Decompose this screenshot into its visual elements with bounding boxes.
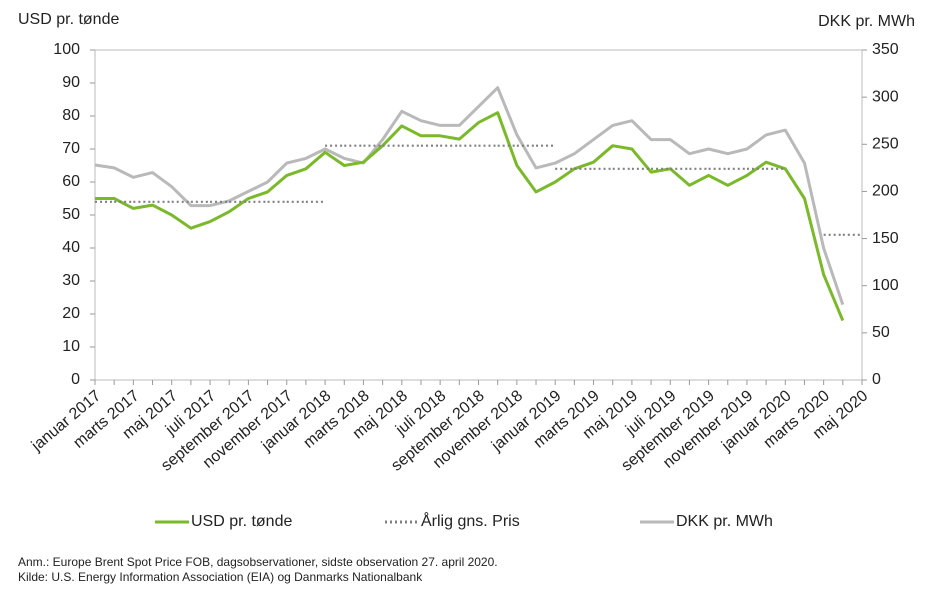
legend-label: USD pr. tønde [191,513,292,530]
y-tick-label: 70 [62,140,80,157]
series-line [94,86,845,306]
y2-axis-label: DKK pr. MWh [818,13,915,30]
legend-label: DKK pr. MWh [676,513,773,530]
y-tick-label: 10 [62,338,80,355]
y2-tick-label: 100 [872,277,899,294]
y2-tick-label: 300 [872,88,899,105]
y2-tick-label: 50 [872,324,890,341]
legend-label: Årlig gns. Pris [421,511,520,530]
y-axis-label: USD pr. tønde [18,11,119,28]
y-tick-label: 60 [62,173,80,190]
y-tick-label: 90 [62,74,80,91]
note: Anm.: Europe Brent Spot Price FOB, dagso… [18,555,498,569]
source: Kilde: U.S. Energy Information Associati… [18,570,423,584]
y-tick-label: 50 [62,206,80,223]
y-tick-label: 30 [62,272,80,289]
y2-tick-label: 350 [872,41,899,58]
series-line [95,111,845,322]
y2-tick-label: 0 [872,371,881,388]
y-tick-label: 100 [53,41,80,58]
y-tick-label: 20 [62,305,80,322]
y2-tick-label: 200 [872,183,899,200]
y2-tick-label: 250 [872,136,899,153]
y2-tick-label: 150 [872,230,899,247]
plot-frame [94,49,863,381]
y-tick-label: 80 [62,107,80,124]
y-tick-label: 40 [62,239,80,256]
y-tick-label: 0 [71,371,80,388]
